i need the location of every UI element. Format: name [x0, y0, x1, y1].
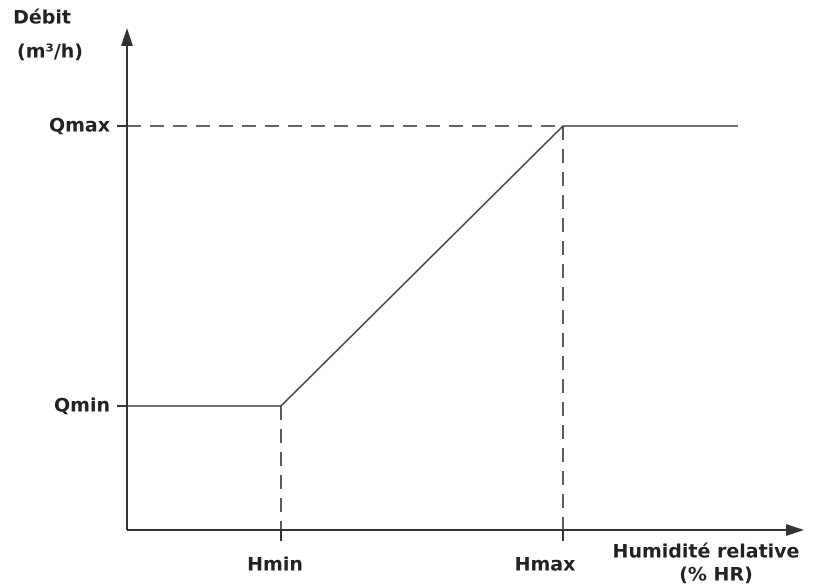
x-axis-unit: (% HR) — [679, 564, 753, 586]
threshold-label: Hmax — [515, 554, 576, 576]
flow-curve — [127, 125, 738, 407]
threshold-label: Hmin — [247, 554, 303, 576]
x-arrow — [786, 524, 804, 536]
level-label: Qmin — [54, 395, 110, 417]
x-axis-label: Humidité relative — [613, 541, 800, 563]
level-label: Qmax — [49, 115, 110, 137]
y-axis-label: Débit — [13, 7, 71, 29]
y-arrow — [121, 28, 133, 46]
y-axis-unit: (m³/h) — [17, 41, 83, 63]
